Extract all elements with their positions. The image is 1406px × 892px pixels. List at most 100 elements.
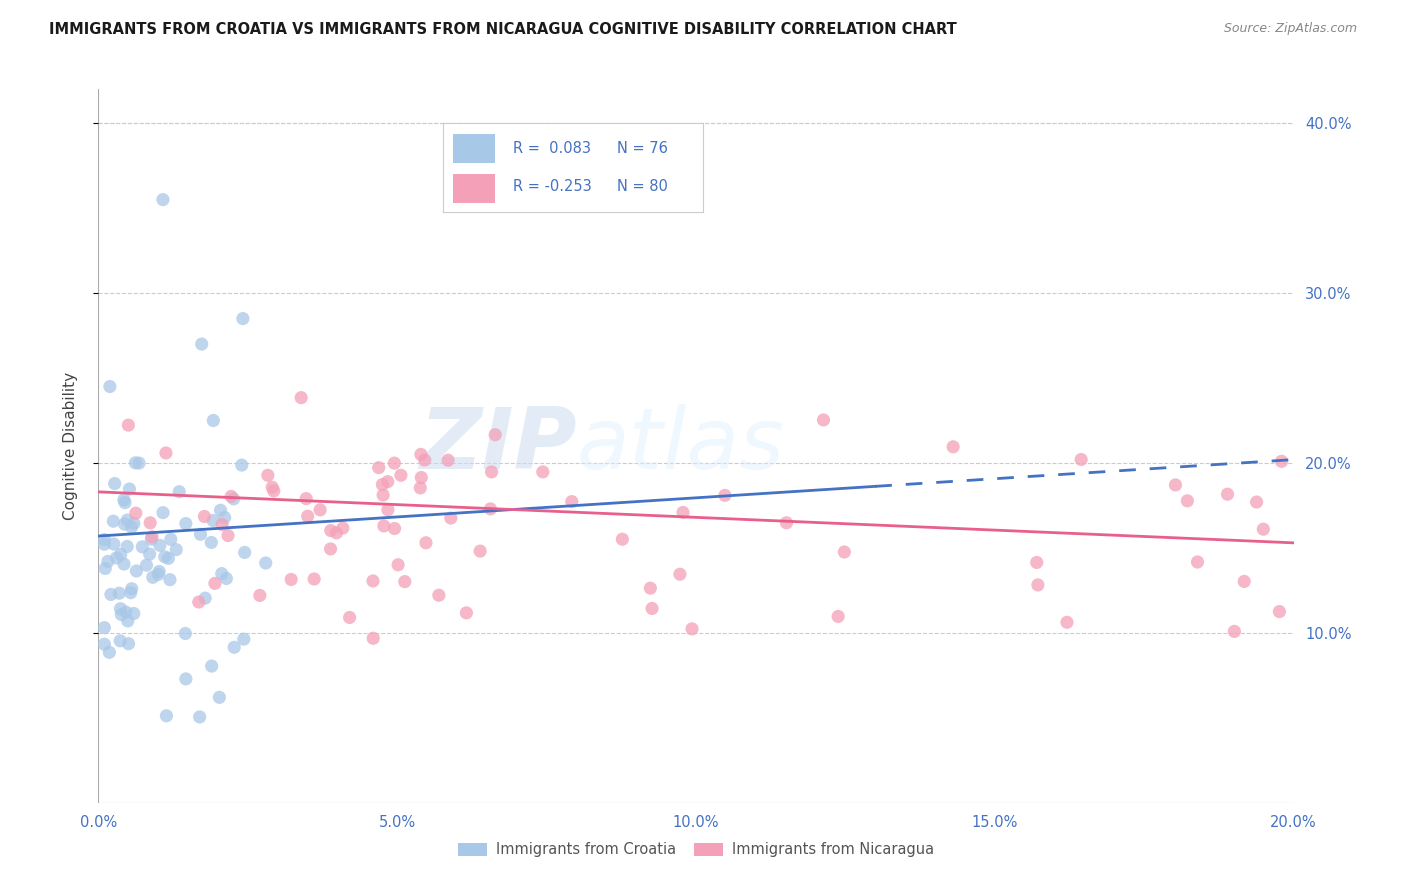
Point [669, 567, 692, 582]
Point [262, 480, 284, 494]
Point [254, 556, 277, 570]
Point [149, 538, 172, 552]
Point [481, 465, 503, 479]
Point [1187, 555, 1209, 569]
Point [159, 533, 181, 547]
Point [112, 557, 135, 571]
Point [217, 528, 239, 542]
Point [124, 456, 146, 470]
Point [201, 659, 224, 673]
Point [297, 509, 319, 524]
Point [1056, 615, 1078, 630]
Point [302, 572, 325, 586]
Point [148, 567, 170, 582]
Point [155, 708, 177, 723]
Point [120, 585, 142, 599]
Point [484, 427, 506, 442]
Point [93, 537, 115, 551]
Point [114, 517, 136, 532]
Point [1070, 452, 1092, 467]
Point [148, 565, 170, 579]
Point [1223, 624, 1246, 639]
Point [263, 483, 285, 498]
Text: IMMIGRANTS FROM CROATIA VS IMMIGRANTS FROM NICARAGUA COGNITIVE DISABILITY CORREL: IMMIGRANTS FROM CROATIA VS IMMIGRANTS FR… [49, 22, 957, 37]
Point [224, 640, 246, 655]
Point [290, 391, 312, 405]
Y-axis label: Cognitive Disability: Cognitive Disability [63, 372, 77, 520]
Point [200, 535, 222, 549]
Point [211, 566, 233, 581]
Point [128, 456, 150, 470]
Point [834, 545, 856, 559]
Point [108, 586, 131, 600]
Point [211, 517, 233, 532]
Point [131, 540, 153, 554]
Point [117, 513, 139, 527]
Point [103, 514, 125, 528]
Point [112, 492, 135, 507]
Point [280, 573, 302, 587]
Point [110, 607, 132, 622]
Point [142, 570, 165, 584]
Text: R = -0.253: R = -0.253 [513, 179, 592, 194]
Point [437, 453, 460, 467]
Point [361, 632, 384, 646]
Point [612, 533, 634, 547]
Point [117, 418, 139, 433]
Point [231, 458, 253, 472]
Point [157, 551, 180, 566]
Point [332, 521, 354, 535]
Point [384, 522, 406, 536]
Legend: Immigrants from Croatia, Immigrants from Nicaragua: Immigrants from Croatia, Immigrants from… [453, 837, 939, 863]
Point [641, 601, 664, 615]
Point [190, 337, 212, 351]
Point [249, 589, 271, 603]
Point [167, 484, 190, 499]
Point [94, 561, 117, 575]
Point [232, 311, 254, 326]
Point [409, 481, 432, 495]
Point [427, 588, 450, 602]
Point [382, 456, 405, 470]
Point [413, 453, 436, 467]
Point [233, 545, 256, 559]
Point [411, 470, 433, 484]
Point [257, 468, 280, 483]
Point [319, 541, 342, 556]
Point [117, 637, 139, 651]
Point [222, 491, 245, 506]
Point [389, 468, 412, 483]
Point [104, 476, 127, 491]
Text: Source: ZipAtlas.com: Source: ZipAtlas.com [1223, 22, 1357, 36]
Point [194, 591, 217, 606]
Point [98, 379, 121, 393]
Point [319, 524, 342, 538]
Point [204, 576, 226, 591]
Point [813, 413, 835, 427]
Point [114, 496, 136, 510]
Point [1025, 556, 1047, 570]
Point [640, 581, 662, 595]
Point [188, 710, 211, 724]
Point [415, 535, 437, 549]
Point [117, 614, 139, 628]
Point [141, 530, 163, 544]
Point [174, 626, 197, 640]
Point [1216, 487, 1239, 501]
Point [100, 587, 122, 601]
Point [174, 516, 197, 531]
Point [98, 645, 121, 659]
Point [561, 494, 583, 508]
Point [1164, 478, 1187, 492]
Point [214, 510, 236, 524]
Point [139, 516, 162, 530]
Point [377, 475, 399, 489]
Point [361, 574, 384, 588]
Point [97, 554, 120, 568]
Bar [453, 174, 495, 203]
Point [121, 582, 143, 596]
Text: R =  0.083: R = 0.083 [513, 141, 591, 156]
Point [165, 542, 187, 557]
Point [202, 514, 225, 528]
Text: N = 76: N = 76 [617, 141, 668, 156]
